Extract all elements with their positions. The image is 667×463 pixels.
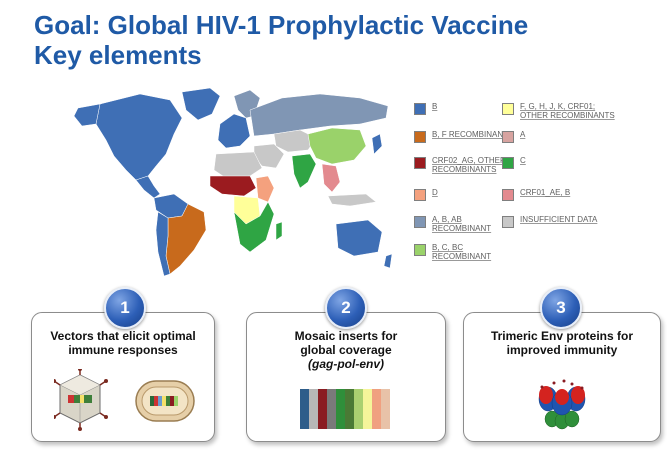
legend-item-ab: A, B, AB RECOMBINANT [414,215,502,233]
mosaic-insert-bars [300,389,390,429]
mosaic-bar-9 [372,389,381,429]
legend-item-a: A [502,130,620,143]
mosaic-bar-7 [354,389,363,429]
step-number-badge-3: 3 [540,287,582,329]
map-new-zealand [383,253,393,269]
step-number-badge-2: 2 [325,287,367,329]
element-title: Mosaic inserts for global coverage (gag-… [247,329,445,371]
title-line-1: Goal: Global HIV-1 Prophylactic Vaccine [34,10,529,40]
mosaic-bar-8 [363,389,372,429]
legend-item-c: C [502,156,620,169]
mosaic-bar-2 [309,389,318,429]
legend-label: A [520,130,526,139]
element-title: Vectors that elicit optimal immune respo… [50,329,196,357]
legend-label: INSUFFICIENT DATA [520,215,598,224]
legend-label: CRF02_AG, OTHER RECOMBINANTS [432,156,506,174]
map-australia [335,219,383,257]
legend-label: C [520,156,526,165]
map-north-america [95,93,183,181]
map-central-america [135,175,161,199]
legend-item-d: D [414,188,532,201]
legend-swatch [414,103,426,115]
legend-item-crf02: CRF02_AG, OTHER RECOMBINANTS [414,156,507,174]
element-box-mosaic: Mosaic inserts for global coverage (gag-… [246,312,446,442]
legend-item-b: B [414,102,532,115]
map-west-africa [209,175,257,197]
trimeric-env-protein-illustration [538,379,586,430]
mosaic-bar-5 [336,389,345,429]
map-india [291,153,317,189]
element-title-text: Mosaic inserts for global coverage [294,329,398,357]
legend-item-insufficient: INSUFFICIENT DATA [502,215,620,228]
map-china [307,127,367,165]
map-alaska [73,103,101,127]
legend-swatch [502,189,514,201]
map-madagascar [275,221,283,241]
map-southern-africa [233,201,275,253]
element-subtitle: (gag-pol-env) [308,357,384,371]
legend-swatch [414,189,426,201]
subtype-legend: B F, G, H, J, K, CRF01; OTHER RECOMBINAN… [414,102,620,261]
element-box-trimeric-env: Trimeric Env proteins for improved immun… [463,312,661,442]
legend-swatch [414,131,426,143]
legend-swatch [414,244,426,256]
mosaic-bar-4 [327,389,336,429]
map-chile [155,211,171,277]
legend-item-crf01: CRF01_AE, B [502,188,620,201]
mosaic-bar-3 [318,389,327,429]
legend-label: A, B, AB RECOMBINANT [432,215,492,233]
map-greenland [181,87,221,121]
mosaic-bar-1 [300,389,309,429]
world-subtype-map [73,87,393,277]
legend-label: B, F RECOMBINANT [432,130,509,139]
legend-swatch [502,131,514,143]
map-russia [249,93,389,137]
legend-label: CRF01_AE, B [520,188,571,197]
legend-swatch [502,103,514,115]
title-line-2: Key elements [34,40,202,70]
legend-item-bf: B, F RECOMBINANT [414,130,532,143]
legend-swatch [502,157,514,169]
step-number-badge-1: 1 [104,287,146,329]
legend-label: B [432,102,438,111]
legend-label: D [432,188,438,197]
legend-label: B, C, BC RECOMBINANT [432,243,492,261]
mosaic-bar-6 [345,389,354,429]
slide-title: Goal: Global HIV-1 Prophylactic Vaccine … [34,10,654,70]
legend-label: F, G, H, J, K, CRF01; OTHER RECOMBINANTS [520,102,615,120]
legend-swatch [414,216,426,228]
legend-item-other-recombinants: F, G, H, J, K, CRF01; OTHER RECOMBINANTS [502,102,620,120]
legend-swatch [414,157,426,169]
mosaic-bar-10 [381,389,390,429]
map-japan [371,133,383,155]
map-europe-west [217,113,251,149]
map-indonesia [327,193,377,207]
map-southeast-asia [321,163,341,193]
element-box-vectors: Vectors that elicit optimal immune respo… [31,312,215,442]
viral-vector-illustration [54,369,195,431]
legend-swatch [502,216,514,228]
map-east-africa [255,175,275,203]
element-title: Trimeric Env proteins for improved immun… [490,329,634,357]
legend-item-bc: B, C, BC RECOMBINANT [414,243,502,261]
